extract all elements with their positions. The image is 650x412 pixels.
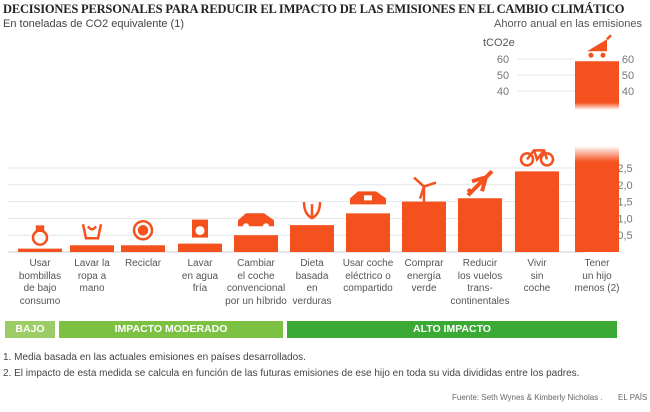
category-label: Lavar en agua fría — [169, 258, 231, 296]
category-label-line: eléctrico o — [345, 270, 391, 282]
category-label-line: Lavar la — [74, 258, 110, 269]
source: Fuente: Seth Wynes & Kimberly Nicholas . — [452, 393, 603, 402]
bar — [121, 245, 165, 252]
category-label-line: coche — [523, 283, 551, 294]
category-label-line: menos (2) — [574, 283, 620, 294]
category-label-line: por un híbrido — [225, 295, 287, 307]
category-label: Dieta basada en verduras — [281, 258, 343, 308]
bar-upper — [575, 61, 619, 110]
category-label-line: Usar — [29, 258, 51, 269]
category-label: Reducir los vuelos trans-continentales — [449, 258, 511, 308]
tick-label: 1,5 — [617, 197, 632, 209]
washing-machine-icon — [192, 219, 208, 238]
footnote-1: 1. Media basada en las actuales emisione… — [3, 352, 306, 363]
category-label-line: verde — [411, 283, 437, 294]
category-label-line: Usar coche — [342, 258, 394, 269]
tick-label: 2,5 — [617, 163, 632, 175]
category-label-line: sin — [530, 270, 544, 282]
tick-label: 50 — [622, 70, 634, 82]
bar — [515, 171, 559, 252]
band-alto: ALTO IMPACTO — [287, 321, 617, 338]
footnote-2: 2. El impacto de esta medida se calcula … — [3, 368, 580, 379]
category-label: Lavar la ropa a mano — [61, 258, 123, 296]
unit-label: tCO2e — [483, 37, 515, 49]
chart-title: DECISIONES PERSONALES PARA REDUCIR EL IM… — [3, 2, 625, 16]
category-label-line: Cambiar — [237, 258, 275, 269]
car-icon — [238, 213, 274, 230]
vegetables-icon — [302, 202, 322, 220]
category-label-line: los vuelos — [457, 270, 503, 282]
category-label-line: Lavar — [187, 258, 213, 269]
category-label-line: continentales — [450, 295, 510, 307]
band-moderado: IMPACTO MODERADO — [59, 321, 283, 338]
category-label-line: de bajo — [23, 283, 57, 294]
category-label-line: convencional — [226, 283, 286, 294]
category-label-line: el coche — [237, 270, 275, 282]
bar — [178, 243, 222, 252]
category-label-line: en — [306, 283, 318, 294]
category-label-line: un hijo — [582, 270, 612, 282]
publisher: EL PAÍS — [618, 393, 648, 402]
bar — [290, 225, 334, 252]
category-label: Tener un hijo menos (2) — [566, 258, 628, 296]
category-label-line: bombillas — [18, 270, 62, 282]
category-label-line: energía — [407, 270, 441, 282]
category-label-line: Vivir — [527, 258, 547, 269]
tick-label: 60 — [622, 54, 634, 66]
bar — [234, 235, 278, 252]
bar — [458, 198, 502, 252]
category-label: Reciclar — [112, 258, 174, 271]
lightbulb-icon — [31, 225, 49, 246]
tick-label: 40 — [622, 86, 634, 98]
stroller-icon — [587, 34, 612, 58]
category-label-line: ropa a — [77, 270, 107, 282]
bar — [70, 245, 114, 252]
tick-label: 60 — [497, 54, 509, 66]
tick-label: 0,5 — [617, 230, 632, 242]
tick-label: 50 — [497, 70, 509, 82]
band-bajo: BAJO — [5, 321, 55, 338]
category-label-line: Reducir — [462, 258, 498, 269]
category-label-line: basada — [295, 270, 329, 282]
bar — [18, 248, 62, 252]
category-label: Usar coche eléctrico o compartido — [337, 258, 399, 296]
category-label-line: Tener — [584, 258, 610, 269]
bar — [346, 213, 390, 252]
tick-label: 2,0 — [617, 180, 632, 192]
bicycle-icon — [519, 149, 555, 167]
electric-car-icon — [350, 191, 386, 205]
category-label-line: trans- — [467, 283, 493, 294]
category-label-line: fría — [192, 283, 208, 294]
category-label-line: Reciclar — [124, 258, 162, 269]
tick-label: 40 — [497, 86, 509, 98]
bar-chart: 2,5 2,0 1,5 1,0 0,5 60 60 50 50 40 40 — [8, 34, 634, 253]
tick-label: 1,0 — [617, 213, 632, 225]
right-axis-title: Ahorro anual en las emisiones — [494, 18, 642, 30]
category-label-line: en agua — [181, 270, 219, 282]
recycle-icon — [132, 220, 154, 241]
wind-turbine-icon — [413, 176, 437, 205]
category-label: Vivir sin coche — [506, 258, 568, 296]
category-label: Cambiar el coche convencional por un híbrid… — [225, 258, 287, 308]
bar — [575, 146, 619, 252]
category-label: Usar bombillas de bajo consumo — [9, 258, 71, 308]
category-label-line: verduras — [292, 295, 332, 307]
category-label-line: Comprar — [404, 258, 444, 269]
category-label-line: mano — [79, 283, 105, 294]
category-label: Comprar energía verde — [393, 258, 455, 296]
category-label-line: compartido — [343, 283, 393, 294]
handwash-icon — [81, 224, 103, 240]
chart-subtitle: En toneladas de CO2 equivalente (1) — [3, 18, 185, 30]
airplane-icon — [466, 169, 494, 197]
bar — [402, 201, 446, 252]
category-label-line: consumo — [19, 295, 61, 307]
category-label-line: Dieta — [300, 258, 324, 269]
